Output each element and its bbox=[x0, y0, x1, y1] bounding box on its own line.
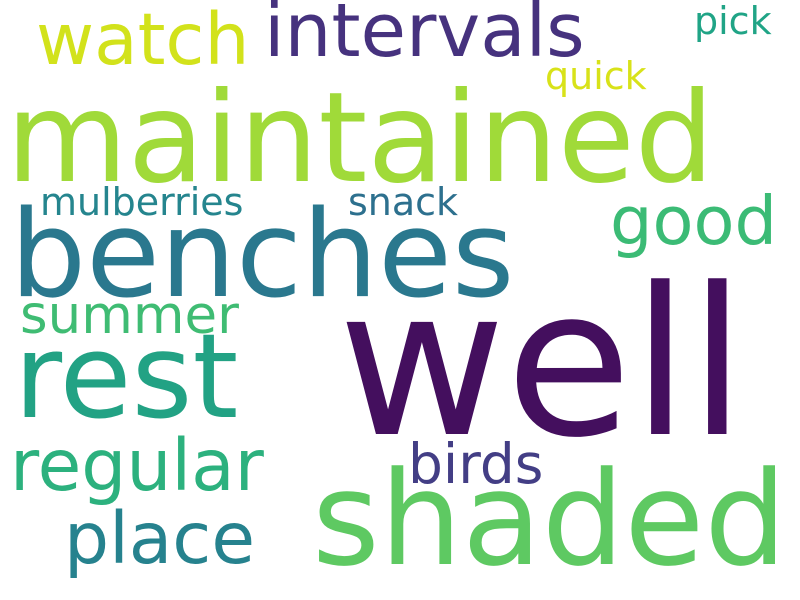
word-maintained: maintained bbox=[6, 66, 715, 211]
word-snack: snack bbox=[348, 180, 459, 224]
word-intervals: intervals bbox=[264, 0, 585, 74]
word-summer: summer bbox=[20, 285, 239, 346]
word-well: well bbox=[338, 245, 746, 483]
word-good: good bbox=[610, 182, 778, 260]
word-mulberries: mulberries bbox=[40, 180, 244, 224]
word-benches: benches bbox=[10, 186, 515, 325]
word-birds: birds bbox=[408, 432, 544, 496]
word-regular: regular bbox=[10, 424, 264, 507]
word-quick: quick bbox=[545, 54, 647, 98]
word-place: place bbox=[64, 497, 256, 580]
word-pick: pick bbox=[694, 0, 772, 43]
word-rest: rest bbox=[14, 308, 239, 445]
word-watch: watch bbox=[36, 0, 250, 81]
word-shaded: shaded bbox=[312, 443, 787, 595]
